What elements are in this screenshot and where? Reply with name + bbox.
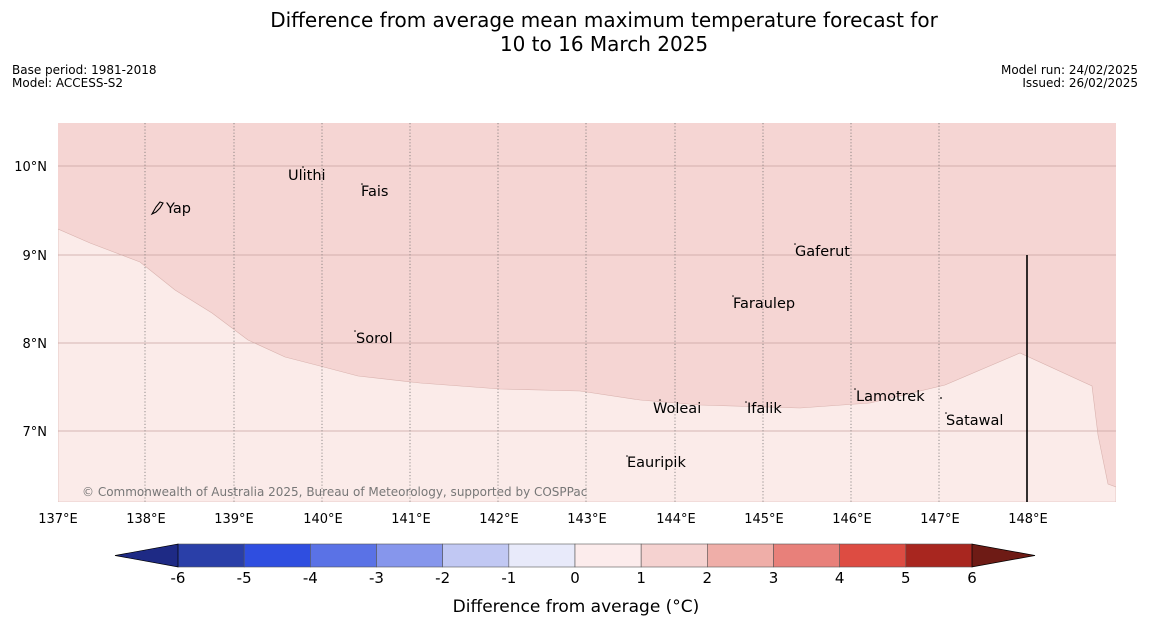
colorbar-extend-high [971,543,1036,568]
colorbar-tick-label: -3 [369,569,384,587]
colorbar-tick-label: 2 [703,569,713,587]
lon-label-145e: 145°E [744,512,784,527]
meta-right: Model run: 24/02/2025 Issued: 26/02/2025 [1001,64,1138,90]
place-label-woleai: Woleai [653,401,701,417]
lon-label-148e: 148°E [1008,512,1048,527]
place-label-sorol: Sorol [356,331,393,347]
lon-label-146e: 146°E [832,512,872,527]
colorbar-box [243,543,311,568]
place-label-yap: Yap [165,201,191,217]
place-label-faraulep: Faraulep [733,296,795,312]
colorbar-tick-label: 5 [901,569,911,587]
colorbar-extend-low [114,543,179,568]
title-line-1: Difference from average mean maximum tem… [270,8,938,32]
issued-text: Issued: 26/02/2025 [1022,76,1138,90]
latitude-labels: 10°N 9°N 8°N 7°N [14,160,47,440]
lon-label-147e: 147°E [920,512,960,527]
colorbar-title: Difference from average (°C) [453,597,700,617]
colorbar-box [839,543,907,568]
colorbar-tick-label: 6 [967,569,977,587]
place-label-fais: Fais [361,184,388,200]
colorbar-box [442,543,510,568]
lon-label-139e: 139°E [214,512,254,527]
place-label-ulithi: Ulithi [288,168,326,184]
copyright-notice: © Commonwealth of Australia 2025, Bureau… [82,485,587,499]
place-label-ifalik: Ifalik [747,401,782,417]
colorbar-box [640,543,708,568]
map-title: Difference from average mean maximum tem… [0,8,1150,56]
island-dots [302,166,947,457]
place-label-lamotrek: Lamotrek [856,389,925,405]
lower-anomaly-region [58,228,1116,502]
model-text: Model: ACCESS-S2 [12,76,124,90]
base-period-text: Base period: 1981-2018 [12,63,157,77]
colorbar-tick-label: -2 [435,569,450,587]
lat-label-10n: 10°N [14,160,47,175]
colorbar-box [707,543,774,568]
colorbar-box [508,543,576,568]
colorbar-tick-label: -6 [171,569,186,587]
model-run-text: Model run: 24/02/2025 [1000,63,1138,77]
yap-island-shape [150,201,164,216]
lat-label-7n: 7°N [23,425,48,440]
map-panel: Ulithi Fais Yap Gaferut Faraulep Sorol L… [58,123,1116,502]
lon-label-138e: 138°E [126,512,166,527]
colorbar-tick-label: 0 [570,569,580,587]
place-label-eauripik: Eauripik [627,455,686,471]
colorbar-tick-label: -4 [303,569,318,587]
colorbar-box [376,543,443,568]
lon-label-144e: 144°E [656,512,696,527]
colorbar-tick-label: 1 [636,569,646,587]
colorbar-tick-label: -1 [501,569,516,587]
colorbar-boxes [177,543,973,568]
colorbar: -6 -5 -4 -3 -2 -1 0 1 2 3 4 5 6 Difference from aver… [114,543,1036,617]
lon-label-140e: 140°E [303,512,343,527]
lon-label-137e: 137°E [38,512,78,527]
place-label-gaferut: Gaferut [795,244,850,260]
title-line-2: 10 to 16 March 2025 [499,32,709,56]
lon-label-143e: 143°E [567,512,607,527]
colorbar-box [177,543,245,568]
colorbar-tick-labels: -6 -5 -4 -3 -2 -1 0 1 2 3 4 5 6 [171,569,977,587]
colorbar-tick-label: -5 [237,569,252,587]
colorbar-tick-label: 4 [835,569,845,587]
lon-label-142e: 142°E [479,512,519,527]
lat-label-8n: 8°N [23,337,48,352]
longitude-gridlines [144,123,940,502]
colorbar-box [310,543,377,568]
meta-left: Base period: 1981-2018 Model: ACCESS-S2 [12,64,157,90]
lon-label-141e: 141°E [391,512,431,527]
colorbar-box [905,543,973,568]
place-label-satawal: Satawal [946,413,1003,429]
colorbar-box [773,543,840,568]
colorbar-tick-label: 3 [769,569,779,587]
lat-label-9n: 9°N [23,249,48,264]
colorbar-box [574,543,642,568]
longitude-labels: 137°E 138°E 139°E 140°E 141°E 142°E 143°… [38,512,1048,527]
